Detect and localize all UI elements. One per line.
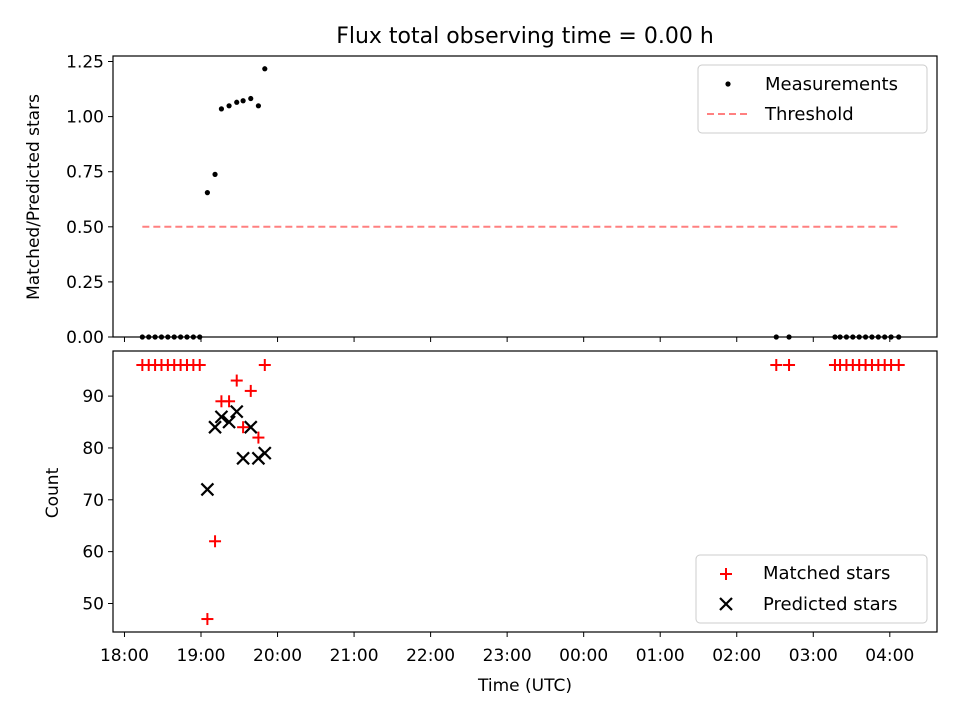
matched-stars-point (230, 374, 243, 387)
matched-stars-point (770, 358, 783, 371)
measurements-point (255, 103, 262, 109)
x-tick-label: 02:00 (712, 646, 761, 666)
ratio-y-tick-label: 0.25 (66, 273, 104, 293)
measurements-point (248, 95, 254, 102)
predicted-stars-point (208, 420, 222, 434)
predicted-stars-point-b (222, 415, 236, 429)
count-legend: Matched stars Predicted stars (695, 554, 928, 624)
chart-title: Flux total observing time = 0.00 h (336, 24, 714, 49)
predicted-stars-point-b (236, 451, 250, 466)
x-tick-label: 22:00 (406, 646, 455, 666)
x-tick-label: 19:00 (177, 646, 226, 666)
x-axis-label: Time (UTC) (477, 676, 572, 696)
ratio-x-ticks (123, 337, 891, 342)
x-tick-label: 20:00 (253, 646, 302, 666)
ratio-y-tick-label: 1.00 (66, 108, 104, 128)
matched-stars-point (252, 431, 265, 444)
legend-marker-measurements (725, 81, 731, 87)
legend-marker-matched-stars (720, 568, 732, 580)
predicted-stars-point-b (200, 482, 215, 497)
legend-marker-predicted-stars (719, 597, 733, 611)
ratio-y-ticks: 0.00 0.25 0.50 0.75 1.00 1.25 (66, 53, 113, 348)
predicted-stars-point-b (214, 410, 229, 424)
panel-count: 50 60 70 80 90 18:00 19:00 20:00 21:00 22:00 23:0… (43, 350, 938, 666)
x-tick-label: 18:00 (100, 646, 149, 666)
x-tick-label: 23:00 (483, 646, 532, 666)
measurements-point (226, 103, 232, 109)
count-y-tick-label: 70 (82, 491, 104, 511)
matched-stars-point (223, 395, 236, 408)
ratio-y-tick-label: 0.00 (66, 328, 104, 348)
matched-stars-point (892, 358, 905, 371)
measurements-point (240, 98, 246, 104)
ratio-y-axis-label: Matched/Predicted stars (24, 94, 44, 300)
measurements-point (262, 66, 268, 72)
legend-label-predicted-stars: Predicted stars (763, 594, 897, 615)
ratio-y-tick-label: 0.50 (66, 218, 104, 238)
measurements-point (218, 106, 225, 112)
predicted-stars-point (243, 420, 258, 434)
predicted-stars-point-b (258, 446, 272, 460)
legend-label-measurements: Measurements (765, 74, 898, 95)
count-y-axis-label: Count (43, 467, 63, 518)
predicted-stars-point-b (243, 420, 258, 434)
ratio-axes-frame (112, 55, 938, 338)
matched-stars-point (244, 384, 257, 397)
count-y-tick-label: 60 (82, 543, 104, 563)
ratio-legend: Measurements Threshold (697, 64, 928, 134)
count-y-tick-label: 80 (82, 439, 104, 459)
matched-stars-point (237, 421, 250, 434)
measurements-point (212, 171, 218, 177)
matched-stars-point (258, 358, 271, 371)
legend-label-threshold: Threshold (764, 104, 854, 125)
predicted-stars-point-b (229, 404, 244, 419)
predicted-stars-point-b (208, 420, 222, 434)
x-tick-label: 00:00 (559, 646, 608, 666)
count-y-tick-label: 50 (82, 594, 104, 614)
matched-stars-point (783, 358, 796, 371)
x-tick-label: 04:00 (865, 646, 914, 666)
ratio-y-tick-label: 0.75 (66, 163, 104, 183)
predicted-stars-point (214, 410, 229, 424)
x-tick-label: 01:00 (636, 646, 685, 666)
x-tick-label: 21:00 (330, 646, 379, 666)
predicted-stars-point (236, 451, 250, 466)
matched-stars-point (201, 613, 214, 626)
matched-stars-point (193, 358, 206, 371)
count-y-tick-label: 90 (82, 387, 104, 407)
measurements-point (204, 190, 210, 196)
predicted-stars-point (258, 446, 272, 460)
ratio-y-tick-label: 1.25 (66, 53, 104, 73)
predicted-stars-point (200, 482, 215, 497)
x-tick-label: 03:00 (789, 646, 838, 666)
count-axes-frame (112, 350, 938, 633)
count-x-ticks: 18:00 19:00 20:00 21:00 22:00 23:00 00:00 01:00… (100, 632, 914, 666)
measurements-point (234, 99, 240, 105)
count-legend-box (695, 554, 928, 624)
matched-stars-point (209, 535, 222, 548)
predicted-stars-point (229, 404, 244, 419)
predicted-stars-point (222, 415, 236, 429)
count-y-ticks: 50 60 70 80 90 (82, 387, 113, 614)
legend-label-matched-stars: Matched stars (763, 563, 890, 584)
panel-ratio: 0.00 0.25 0.50 0.75 1.00 1.25 Matched/Predict… (24, 53, 938, 348)
ratio-legend-box (697, 64, 928, 134)
count-plot-area (136, 358, 905, 626)
